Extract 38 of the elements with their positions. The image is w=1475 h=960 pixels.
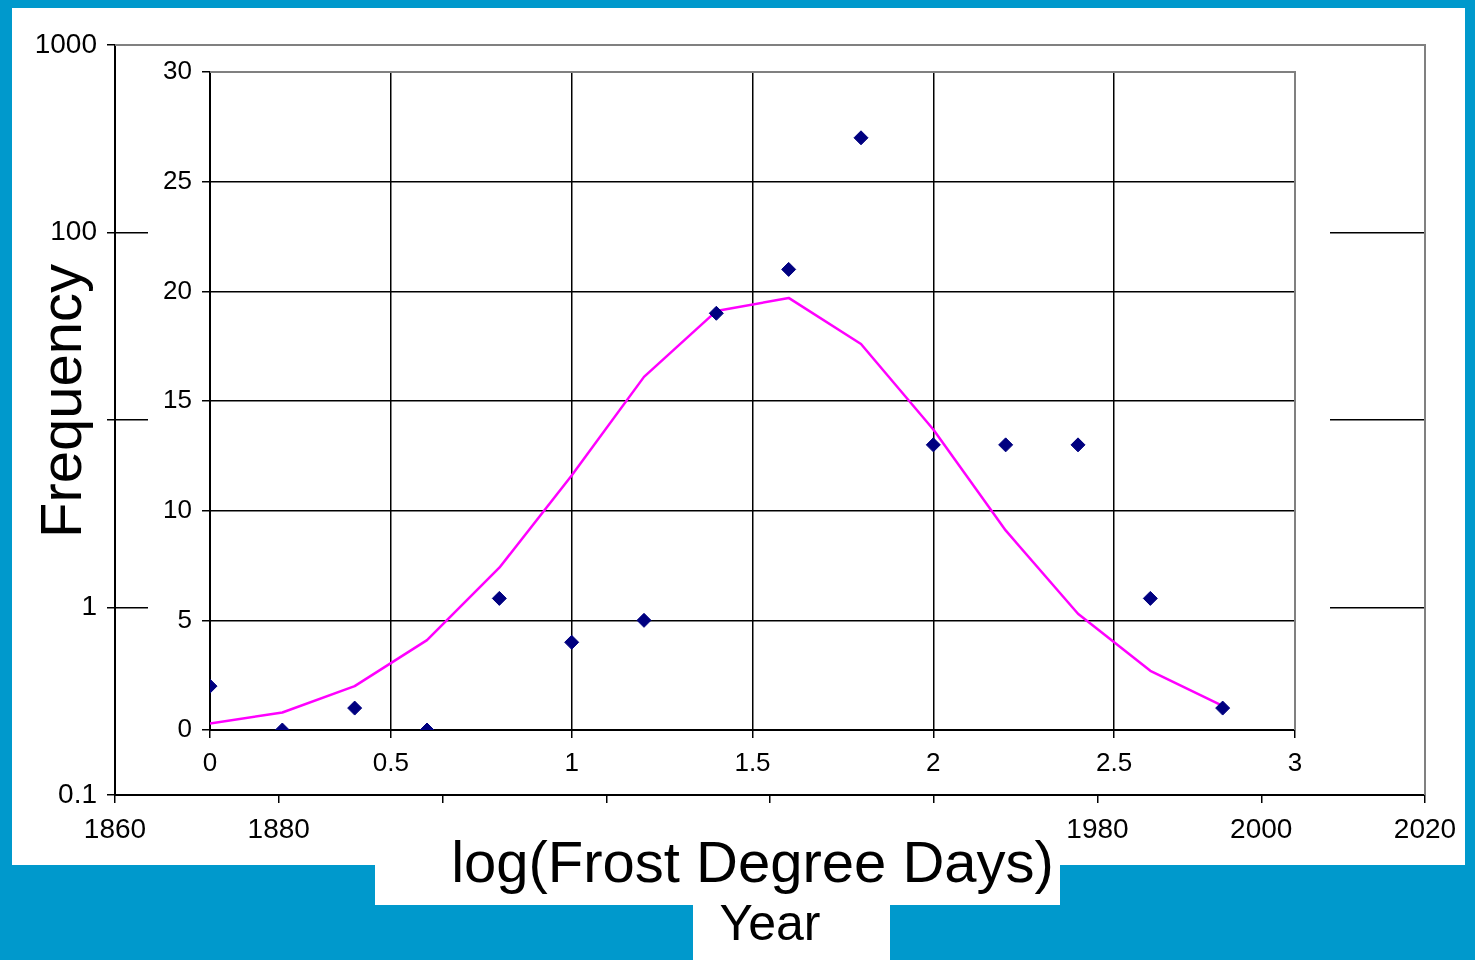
x-tick-label: 1880	[247, 812, 310, 844]
point	[1142, 590, 1158, 606]
x-tick-label: 2000	[1230, 812, 1293, 844]
point	[708, 305, 724, 321]
point	[853, 130, 869, 146]
y-tick-label: 15	[163, 384, 192, 415]
x-tick-label: 2.5	[1096, 746, 1133, 777]
x-tick-label: 2	[926, 746, 941, 777]
x-tick-label: 0	[202, 746, 218, 777]
y-tick-label: 0	[177, 713, 192, 744]
x-tick-label: 1980	[1066, 812, 1129, 844]
x-tick-label: 0.5	[372, 746, 409, 777]
y-tick-label: 0.1	[58, 777, 97, 809]
x-tick-label: 3	[1287, 746, 1303, 777]
point	[998, 437, 1014, 453]
y-tick-label: 30	[163, 55, 192, 86]
y-axis-title: Frequency	[27, 263, 93, 539]
point	[1215, 700, 1231, 716]
x-axis-title: Year	[719, 894, 821, 951]
point	[491, 590, 507, 606]
y-tick-label: 25	[163, 164, 192, 195]
x-tick-label: 1	[564, 746, 579, 777]
x-tick-label: 1.5	[734, 746, 771, 777]
y-tick-label: 1000	[34, 27, 97, 59]
point	[925, 437, 941, 453]
x-axis-title: log(Frost Degree Days)	[451, 829, 1054, 895]
y-tick-label: 1	[81, 590, 97, 622]
y-tick-label: 10	[163, 493, 192, 524]
y-tick-label: 20	[163, 274, 192, 305]
point	[636, 612, 652, 628]
point	[1070, 437, 1086, 453]
x-tick-label: 2020	[1393, 812, 1457, 844]
point	[781, 261, 797, 277]
point	[564, 634, 580, 650]
point	[347, 700, 363, 716]
x-tick-label: 1860	[83, 812, 147, 844]
y-tick-label: 5	[177, 603, 192, 634]
y-tick-label: 100	[50, 215, 97, 247]
